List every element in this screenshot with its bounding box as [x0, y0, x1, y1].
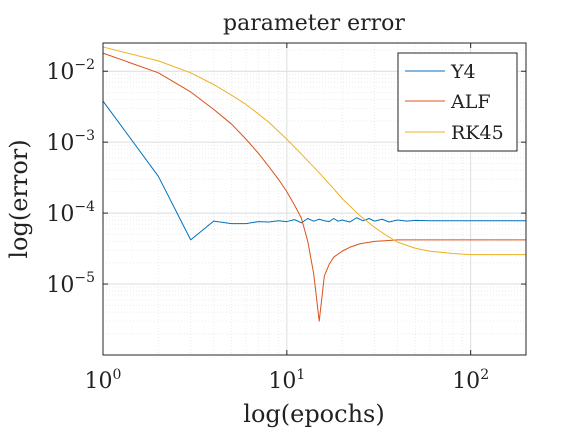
y-tick-label: 10−5: [46, 270, 95, 298]
y-tick-label: 10−4: [46, 199, 95, 227]
legend: Y4 ALF RK45: [397, 52, 518, 152]
legend-label-y4: Y4: [450, 61, 476, 83]
x-axis-label: log(epochs): [243, 400, 384, 428]
x-tick-label: 102: [452, 367, 489, 394]
plot-frame: [102, 42, 527, 356]
x-tick-label: 100: [85, 367, 122, 394]
series-line-alf: [102, 52, 526, 322]
chart-title: parameter error: [223, 11, 405, 36]
y-tick-label: 10−2: [46, 57, 95, 85]
series-line-y4: [102, 100, 526, 241]
axis-ticks: [102, 43, 526, 355]
legend-box: [397, 52, 518, 152]
x-tick-label: 101: [268, 367, 305, 394]
tick-labels: 100 101 102 10−5 10−4 10−3 10−2: [46, 57, 489, 394]
y-tick-label: 10−3: [46, 128, 95, 156]
legend-label-alf: ALF: [450, 91, 491, 113]
legend-label-rk45: RK45: [451, 122, 504, 144]
series-lines: [102, 46, 526, 322]
y-axis-label: log(error): [5, 139, 33, 258]
series-line-rk45: [102, 46, 526, 256]
